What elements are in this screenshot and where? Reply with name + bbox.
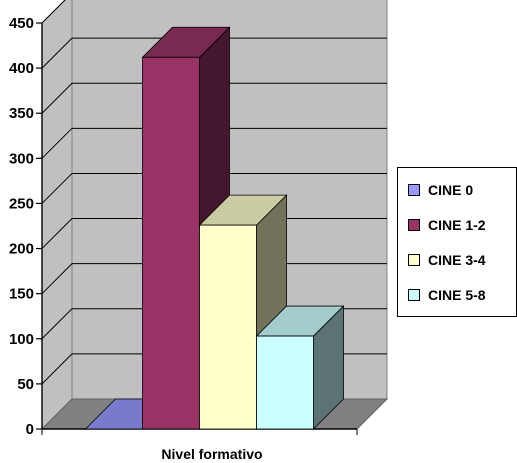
legend-label: CINE 3-4 (428, 252, 486, 268)
gridline (41, 172, 387, 204)
legend-swatch (408, 254, 420, 266)
bar-front (199, 224, 257, 430)
side-wall (41, 0, 73, 431)
bar-cine-5-8 (255, 305, 345, 430)
legend-swatch (408, 184, 420, 196)
y-tick-label: 350 (9, 105, 34, 122)
y-tick-label: 250 (9, 195, 34, 212)
legend-swatch (408, 219, 420, 231)
bar-cine-3-4 (198, 194, 288, 430)
legend-label: CINE 0 (428, 182, 474, 198)
y-tick-label: 450 (9, 15, 34, 32)
legend-item: CINE 0 (408, 180, 473, 200)
y-tick-label: 200 (9, 241, 34, 258)
bar-front (142, 56, 200, 430)
legend: CINE 0 CINE 1-2 CINE 3-4 CINE 5-8 (397, 167, 517, 317)
legend-item: CINE 5-8 (408, 285, 486, 305)
legend-item: CINE 1-2 (408, 215, 486, 235)
y-tick-label: 400 (9, 60, 34, 77)
legend-item: CINE 3-4 (408, 250, 486, 270)
legend-label: CINE 1-2 (428, 217, 486, 233)
y-tick-label: 100 (9, 331, 34, 348)
bar-front (256, 335, 314, 430)
gridline (41, 0, 66, 24)
gridline (41, 82, 387, 114)
y-tick-label: 0 (26, 421, 34, 438)
y-tick-label: 50 (17, 376, 34, 393)
legend-swatch (408, 289, 420, 301)
gridline (41, 127, 387, 159)
gridline (41, 37, 387, 69)
x-axis-category-label: Nivel formativo (161, 446, 262, 462)
y-tick-label: 300 (9, 150, 34, 167)
legend-label: CINE 5-8 (428, 287, 486, 303)
y-tick-label: 150 (9, 286, 34, 303)
